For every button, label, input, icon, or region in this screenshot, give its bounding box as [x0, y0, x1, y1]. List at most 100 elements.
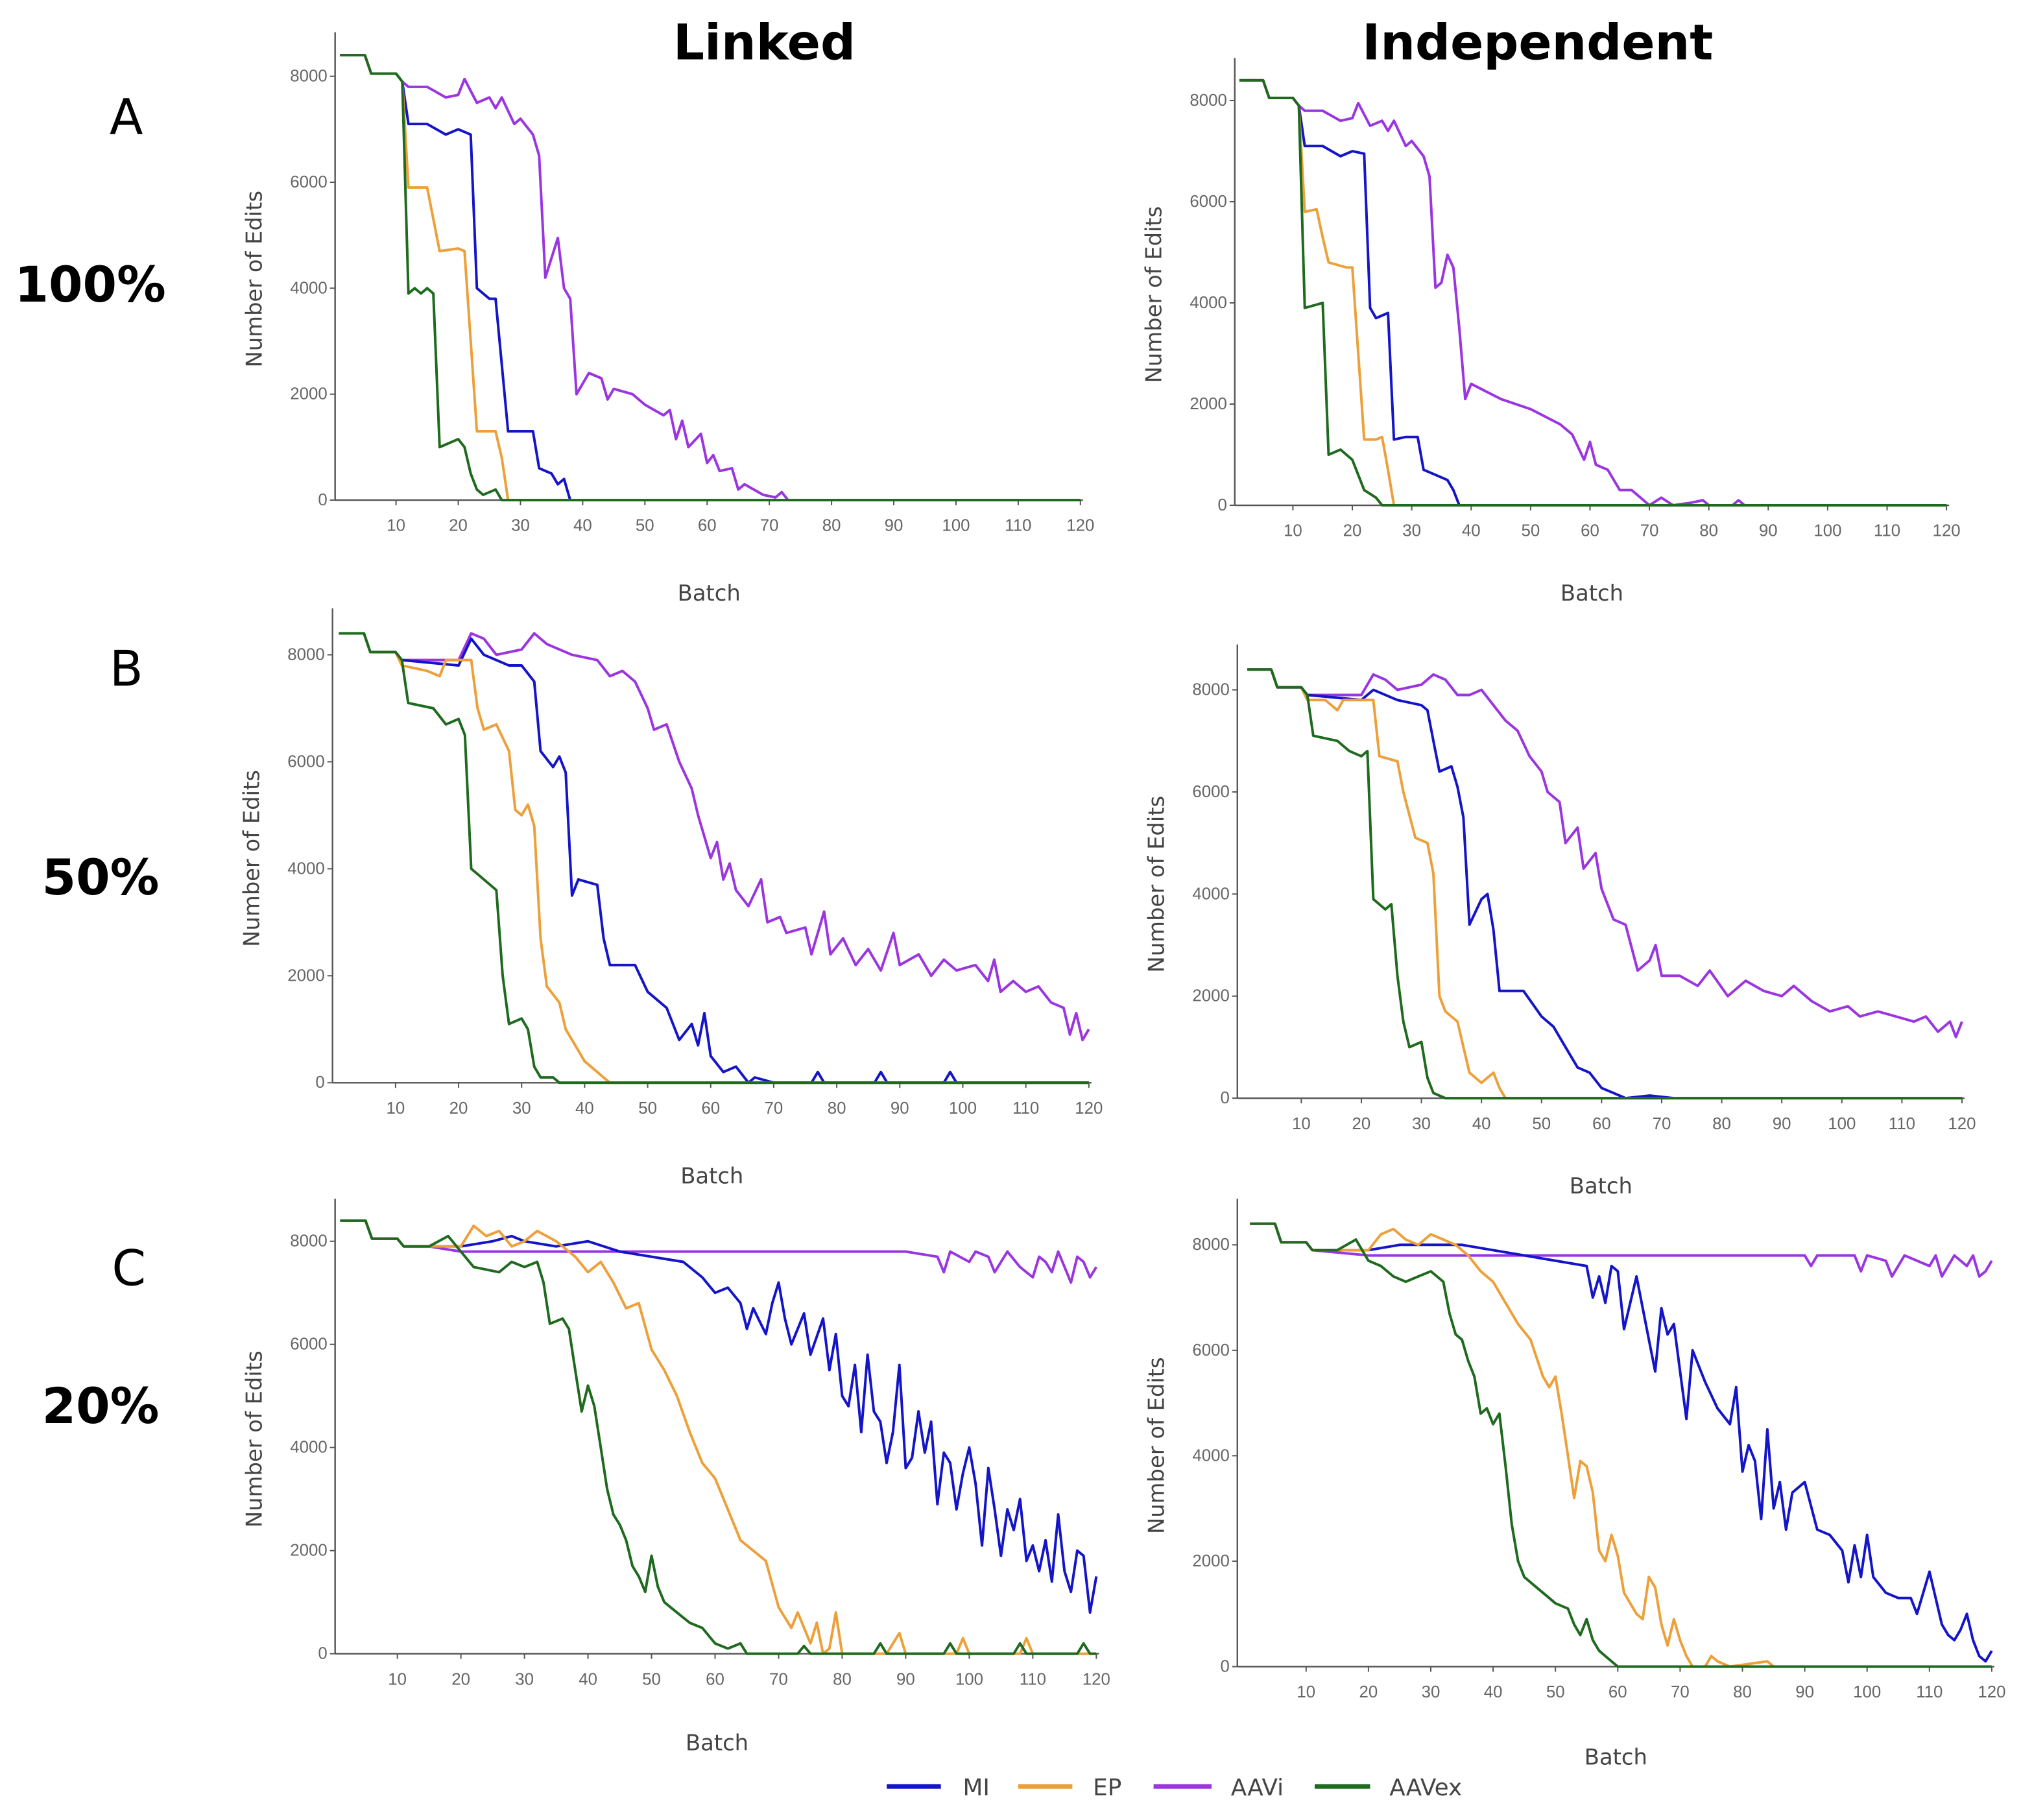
x-tick-label: 110	[1012, 1099, 1039, 1118]
y-axis-label: Number of Edits	[241, 191, 267, 368]
panel-C-independent: 0 2000 4000 6000 8000 10 20 30 40 50 60 70 80 90 100 11…	[1143, 1199, 2005, 1770]
y-tick-label: 6000	[1192, 783, 1229, 801]
x-tick-label: 30	[1422, 1683, 1441, 1701]
series-line-ep	[340, 1219, 1097, 1655]
y-tick-label: 6000	[1192, 1341, 1229, 1359]
x-tick-label: 40	[1484, 1683, 1503, 1701]
x-tick-label: 80	[822, 517, 841, 535]
x-tick-label: 120	[1066, 517, 1094, 535]
series-line-aavex	[339, 632, 1089, 1084]
x-tick-label: 90	[1773, 1115, 1791, 1133]
x-tick-label: 30	[512, 1099, 531, 1118]
x-tick-label: 40	[1472, 1115, 1491, 1133]
x-tick-label: 110	[1916, 1683, 1943, 1701]
y-tick-label: 0	[318, 1645, 327, 1663]
x-tick-label: 20	[449, 1099, 468, 1118]
series-line-mi	[340, 1219, 1098, 1614]
y-tick-label: 8000	[290, 1232, 327, 1251]
x-tick-label: 30	[1402, 522, 1421, 540]
series-line-aavex	[1247, 668, 1962, 1100]
x-tick-label: 80	[833, 1670, 852, 1688]
x-tick-label: 110	[1005, 517, 1031, 535]
x-tick-label: 80	[1712, 1115, 1731, 1133]
row-letter-c: C	[112, 1239, 146, 1297]
x-axis-label: Batch	[680, 1163, 743, 1188]
row-percent-50: 50%	[42, 849, 160, 906]
x-tick-label: 70	[769, 1670, 788, 1688]
x-tick-label: 40	[575, 1099, 594, 1118]
x-tick-label: 70	[1640, 522, 1659, 540]
legend-label-aavi: AAVi	[1231, 1775, 1284, 1801]
y-tick-label: 8000	[1190, 91, 1226, 110]
x-tick-label: 90	[1795, 1683, 1814, 1701]
row-percent-100: 100%	[14, 256, 165, 313]
legend-label-aavex: AAVex	[1389, 1775, 1462, 1801]
panel-B-linked: 0 2000 4000 6000 8000 10 20 30 40 50 60 70 80 90 100 11…	[239, 608, 1103, 1188]
x-tick-label: 110	[1020, 1670, 1046, 1688]
y-tick-label: 8000	[290, 67, 327, 86]
series-line-aavex	[340, 1219, 1097, 1655]
row-letter-b: B	[110, 640, 143, 697]
series-line-ep	[339, 632, 1089, 1084]
y-tick-label: 8000	[287, 645, 324, 664]
x-tick-label: 20	[1343, 522, 1362, 540]
x-axis-label: Batch	[1570, 1173, 1632, 1199]
x-tick-label: 50	[1546, 1683, 1565, 1701]
x-tick-label: 70	[1653, 1115, 1671, 1133]
y-tick-label: 6000	[290, 1335, 327, 1354]
x-tick-label: 80	[1733, 1683, 1752, 1701]
x-tick-label: 90	[891, 1099, 909, 1118]
x-axis-label: Batch	[678, 581, 741, 606]
x-tick-label: 40	[1462, 522, 1481, 540]
y-tick-label: 4000	[290, 1439, 327, 1457]
column-title-linked: Linked	[673, 14, 855, 71]
series-line-mi	[1250, 1222, 1993, 1663]
y-tick-label: 0	[318, 491, 327, 509]
x-tick-label: 60	[1581, 522, 1599, 540]
x-tick-label: 120	[1933, 522, 1961, 540]
series-line-ep	[1250, 1222, 1992, 1668]
x-tick-label: 100	[1828, 1115, 1856, 1133]
x-tick-label: 50	[1532, 1115, 1551, 1133]
x-tick-label: 10	[387, 1099, 405, 1118]
series-line-aavex	[1250, 1222, 1992, 1668]
y-tick-label: 4000	[1192, 1446, 1229, 1465]
series-line-aavi	[339, 632, 1090, 1042]
x-tick-label: 90	[885, 517, 903, 535]
y-axis-label: Number of Edits	[241, 1350, 267, 1527]
y-tick-label: 4000	[290, 279, 327, 297]
y-tick-label: 2000	[1190, 395, 1226, 413]
series-line-aavi	[340, 54, 1081, 502]
series-line-aavi	[1247, 668, 1963, 1038]
panel-B-independent: 0 2000 4000 6000 8000 10 20 30 40 50 60 70 80 90 100 11…	[1143, 644, 1976, 1199]
x-tick-label: 60	[706, 1670, 724, 1688]
y-axis-label: Number of Edits	[1142, 206, 1167, 383]
y-tick-label: 2000	[287, 966, 324, 985]
x-axis-label: Batch	[686, 1730, 748, 1756]
y-tick-label: 2000	[290, 385, 327, 403]
y-tick-label: 2000	[1192, 1552, 1229, 1570]
x-tick-label: 120	[1948, 1115, 1976, 1133]
panel-A-independent: 0 2000 4000 6000 8000 10 20 30 40 50 60 70 80 90 100 11…	[1142, 58, 1961, 606]
x-tick-label: 100	[1813, 522, 1841, 540]
y-tick-label: 0	[1220, 1657, 1229, 1675]
x-tick-label: 30	[515, 1670, 534, 1688]
series-line-ep	[1247, 668, 1962, 1100]
x-tick-label: 100	[942, 517, 970, 535]
x-tick-label: 110	[1889, 1115, 1915, 1133]
series-line-aavex	[1239, 78, 1947, 507]
series-line-mi	[339, 632, 1089, 1084]
x-tick-label: 100	[955, 1670, 983, 1688]
x-tick-label: 30	[1412, 1115, 1431, 1133]
x-tick-label: 110	[1874, 522, 1900, 540]
x-axis-label: Batch	[1561, 581, 1623, 606]
panel-A-linked: 0 2000 4000 6000 8000 10 20 30 40 50 60 70 80 90 100 11…	[241, 32, 1094, 606]
y-tick-label: 4000	[287, 859, 324, 878]
x-tick-label: 80	[1699, 522, 1718, 540]
y-axis-label: Number of Edits	[1143, 1357, 1169, 1534]
x-tick-label: 90	[896, 1670, 915, 1688]
x-tick-label: 30	[511, 517, 530, 535]
x-tick-label: 70	[760, 517, 779, 535]
y-tick-label: 6000	[290, 173, 327, 191]
